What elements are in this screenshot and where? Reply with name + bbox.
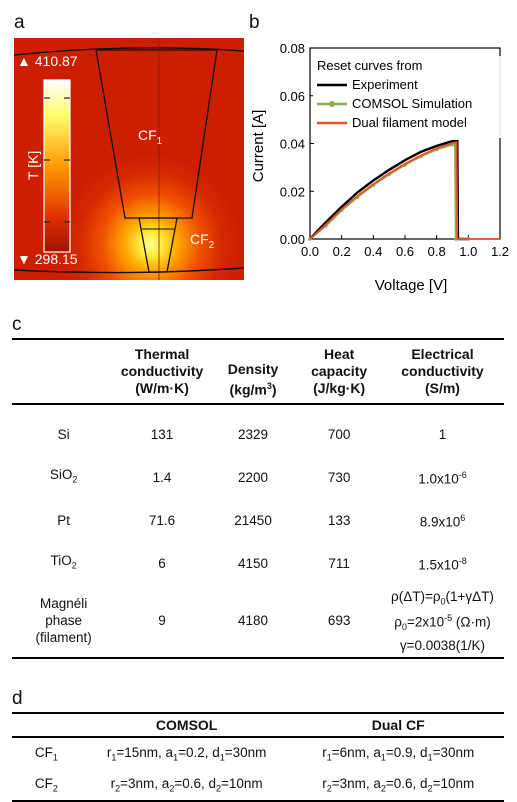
header-line: conductivity <box>120 362 204 379</box>
legend-entry: Dual filament model <box>352 115 467 130</box>
x-tick-label: 0.8 <box>428 244 446 259</box>
header-line <box>211 344 296 361</box>
x-tick-label: 0.6 <box>396 244 414 259</box>
colorbar-max: ▲ 410.87 <box>17 53 78 69</box>
material-cell: Si <box>57 426 70 442</box>
colorbar-label: T [K] <box>25 151 41 180</box>
header-cell: Heat capacity (J/kg·K) <box>297 339 381 404</box>
value-cell: 71.6 <box>148 512 176 528</box>
legend-title: Reset curves from <box>317 58 422 73</box>
header-line: Electrical <box>411 345 474 362</box>
material-cell: Pt <box>57 512 71 528</box>
header-line: conductivity <box>401 362 484 379</box>
panel-label-a: a <box>14 12 25 33</box>
table-row-magneli: Magnéli phase (filament) 9 4180 693 ρ(ΔT)=ρ0(1… <box>12 585 504 658</box>
series-line-2 <box>309 141 500 240</box>
header-line: Heat <box>323 345 355 362</box>
series-line-0 <box>309 139 469 241</box>
panel-label-c: c <box>12 314 22 335</box>
value-cell: 2200 <box>238 469 269 485</box>
reset-curves-chart: 0.0 0.2 0.4 0.6 0.8 1.0 1.2 0.00 0.02 0.04 0.06 0.0… <box>250 41 509 294</box>
colorbar-min: ▼ 298.15 <box>17 251 78 267</box>
header-line: (J/kg·K) <box>313 379 366 396</box>
material-cell: Magnéli phase (filament) <box>35 596 92 646</box>
header-cell <box>12 339 115 404</box>
x-tick-label: 0.2 <box>333 244 351 259</box>
value-cell: 21450 <box>234 512 272 528</box>
header-line: capacity <box>311 362 368 379</box>
header-line: (W/m·K) <box>135 379 189 396</box>
material-properties-table: Thermal conductivity (W/m·K) Density (kg/m3… <box>12 338 504 659</box>
x-tick-label: 0.0 <box>301 244 319 259</box>
cf2-label: CF2 <box>190 231 215 251</box>
header-line: (kg/m3) <box>229 381 277 398</box>
series-line-1 <box>309 142 469 240</box>
table-header-row: Thermal conductivity (W/m·K) Density (kg/m3… <box>12 339 504 404</box>
chart-legend: Reset curves from Experiment COMSOL Simula… <box>313 56 501 138</box>
table-row: Si 131 2329 700 1 <box>12 404 504 456</box>
value-cell: 2329 <box>238 426 269 442</box>
x-tick-label: 0.4 <box>364 244 382 259</box>
conductivity-cell: 1.5x10-8 <box>418 555 467 573</box>
value-cell: 4180 <box>238 613 269 629</box>
comsol-params-cell: r1=15nm, a1=0.2, d1=30nm <box>106 744 267 763</box>
filament-label-cell: CF2 <box>34 775 58 794</box>
comsol-params-cell: r2=3nm, a2=0.6, d2=10nm <box>110 775 263 794</box>
value-cell: 730 <box>327 469 351 485</box>
table-row: CF1 r1=15nm, a1=0.2, d1=30nm r1=6nm, a1=0.… <box>12 737 504 769</box>
header-cell: COMSOL <box>155 717 218 733</box>
panel-label-b: b <box>249 12 260 33</box>
y-tick-label: 0.00 <box>280 232 305 247</box>
header-cell <box>12 713 81 737</box>
value-cell: 700 <box>327 426 351 442</box>
conductivity-cell: 1 <box>438 426 447 442</box>
colorbar <box>43 79 71 253</box>
x-tick-label: 1.0 <box>459 244 477 259</box>
cf1-region <box>95 49 218 219</box>
header-line <box>14 363 113 380</box>
value-cell: 4150 <box>238 555 269 571</box>
filament-parameters-table: COMSOL Dual CF CF1 r1=15nm, a1=0.2, d1=30n… <box>12 712 504 802</box>
dual-params-cell: r2=3nm, a2=0.6, d2=10nm <box>322 775 475 794</box>
value-cell: 1.4 <box>152 469 172 485</box>
y-tick-label: 0.06 <box>280 89 305 104</box>
value-cell: 131 <box>150 426 174 442</box>
y-tick-label: 0.08 <box>280 41 305 56</box>
value-cell: 133 <box>327 512 351 528</box>
header-cell: Thermal conductivity (W/m·K) <box>115 339 208 404</box>
header-line: Density <box>227 361 279 377</box>
header-cell: Electrical conductivity (S/m) <box>381 339 504 404</box>
cf1-label: CF1 <box>138 127 163 147</box>
table-row: CF2 r2=3nm, a2=0.6, d2=10nm r2=3nm, a2=0.6… <box>12 769 504 801</box>
legend-entry: Experiment <box>352 77 418 92</box>
table-row: TiO2 6 4150 711 1.5x10-8 <box>12 542 504 585</box>
conductivity-cell: 1.0x10-6 <box>418 469 467 487</box>
header-line: (S/m) <box>424 379 460 396</box>
y-tick-label: 0.02 <box>280 184 305 199</box>
material-cell: SiO2 <box>49 466 78 485</box>
panel-label-d: d <box>12 688 23 709</box>
value-cell: 711 <box>328 555 350 571</box>
value-cell: 693 <box>327 613 351 629</box>
dual-params-cell: r1=6nm, a1=0.9, d1=30nm <box>322 744 475 763</box>
y-tick-label: 0.04 <box>280 137 305 152</box>
filament-label-cell: CF1 <box>34 744 58 763</box>
x-tick-label: 1.2 <box>491 244 509 259</box>
temperature-map: ▲ 410.87 ▼ 298.15 T [K] CF1 CF2 <box>14 38 244 280</box>
header-cell: Density (kg/m3) <box>209 339 298 404</box>
value-cell: 6 <box>158 555 166 571</box>
material-cell: TiO2 <box>50 552 77 571</box>
table-header-row: COMSOL Dual CF <box>12 713 504 737</box>
x-axis-label: Voltage [V] <box>375 277 448 294</box>
header-cell: Dual CF <box>371 717 425 733</box>
y-axis-label: Current [A] <box>250 110 267 183</box>
conductivity-equation-cell: ρ(ΔT)=ρ0(1+γΔT) ρ0=2x10-5 (Ω·m) γ=0.0038(1… <box>391 588 494 653</box>
legend-entry: COMSOL Simulation <box>352 96 472 111</box>
header-line: Thermal <box>134 345 190 362</box>
table-row: SiO2 1.4 2200 730 1.0x10-6 <box>12 456 504 499</box>
conductivity-cell: 8.9x106 <box>419 512 466 530</box>
cf2-region <box>138 217 178 273</box>
table-row: Pt 71.6 21450 133 8.9x106 <box>12 499 504 542</box>
value-cell: 9 <box>158 613 166 629</box>
